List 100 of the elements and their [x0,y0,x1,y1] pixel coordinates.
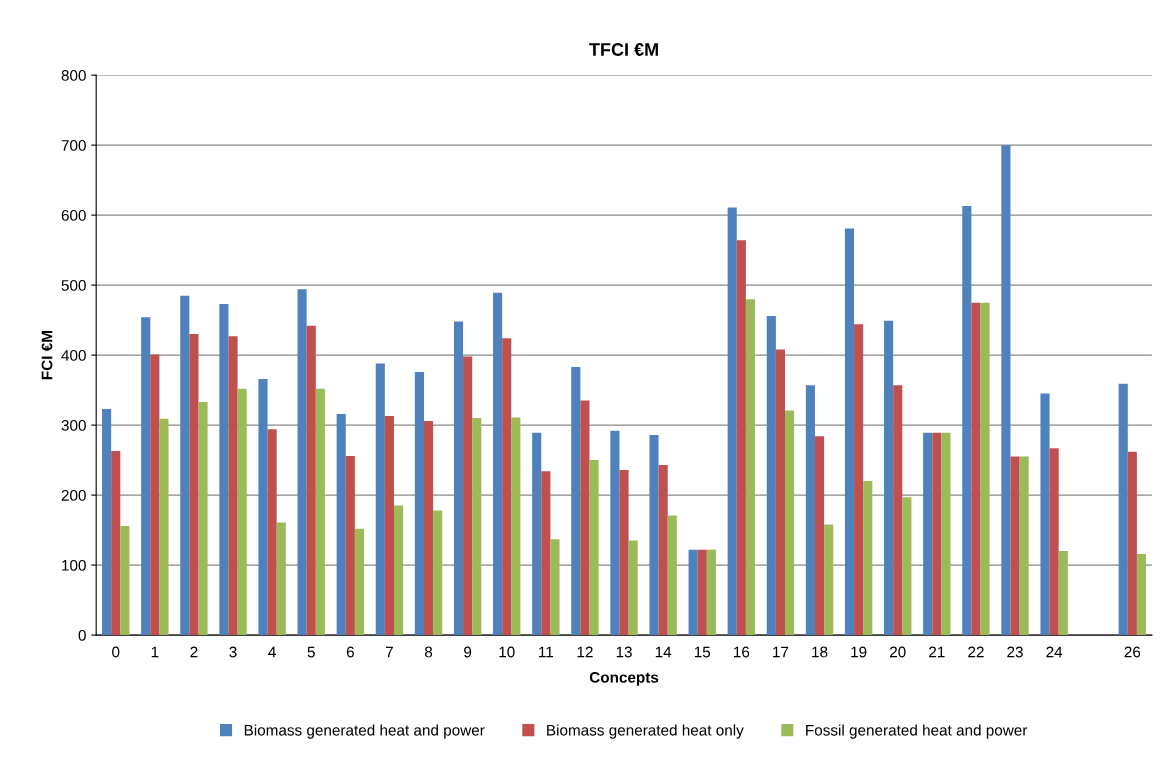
bar [237,388,247,636]
bar [511,417,521,636]
bar [394,505,404,636]
x-tick-label: 0 [112,646,120,658]
bar [980,302,990,636]
bar [706,549,716,636]
x-tick-label: 19 [851,646,867,658]
bar [345,455,355,636]
x-tick-label: 15 [694,646,711,658]
bar [1127,451,1137,636]
bar [111,451,121,636]
bar [1118,383,1128,636]
x-tick-label: 22 [968,646,984,658]
bar [628,540,638,636]
bar [189,334,199,636]
bar [384,416,394,636]
bar [1010,456,1020,636]
y-tick-label: 100 [62,559,86,571]
bar [745,299,756,636]
x-tick-label: 1 [151,646,159,658]
bar [502,338,512,636]
bar [571,367,581,636]
bar [180,295,190,636]
x-tick-label: 26 [1124,646,1141,658]
y-tick-label: 800 [61,70,86,81]
y-tick-label: 400 [61,349,86,361]
bar [884,320,894,636]
x-tick-label: 24 [1046,646,1063,658]
bar [550,539,560,636]
bar [375,363,385,636]
x-tick-label: 23 [1007,646,1023,658]
bar [727,207,737,636]
bar [354,528,365,636]
bar [785,410,795,636]
bar [463,356,473,636]
bar [1040,393,1050,636]
bar [541,471,551,636]
bar [102,409,112,636]
bar [472,418,482,636]
bar [854,324,864,636]
bar [697,549,707,636]
bar [941,432,951,636]
y-axis-title: FCI €M [41,331,53,380]
x-axis-title: Concepts [589,671,659,686]
chart-title: TFCI €M [589,43,658,56]
y-tick-label: 300 [61,419,86,431]
bar [902,497,912,636]
bar [493,292,503,636]
bar [610,430,620,636]
x-tick-label: 18 [812,646,828,658]
bar [1019,456,1029,636]
bar [814,436,825,636]
x-tick-label: 8 [424,646,433,658]
legend-label: Fossil generated heat and power [806,724,1028,739]
bar [932,432,942,636]
x-tick-label: 17 [773,646,789,658]
bar [141,317,151,636]
y-tick-label: 700 [61,140,86,151]
bar [1049,448,1059,636]
bar [306,325,316,636]
bar [198,402,208,636]
bar [423,420,434,636]
bar [228,336,238,636]
x-tick-label: 9 [464,646,472,658]
bar [667,515,677,636]
x-tick-label: 2 [190,646,198,658]
x-tick-label: 20 [890,646,906,658]
bar [923,432,933,636]
bar [258,378,268,636]
bar [580,400,590,636]
x-tick-label: 11 [539,646,554,658]
y-tick-label: 600 [61,210,86,221]
bar [589,460,599,636]
bar [276,522,286,636]
bar [414,371,424,636]
bar [619,469,629,636]
x-tick-label: 12 [577,646,593,658]
x-tick-label: 3 [229,646,237,658]
bar [433,510,443,636]
legend-label: Biomass generated heat and power [244,724,485,739]
x-tick-label: 4 [268,646,276,658]
bar [775,349,785,636]
bar [453,321,464,636]
bar [766,315,776,636]
bar [297,289,307,636]
bar [962,206,972,636]
bar [1136,553,1147,636]
bar [688,549,698,636]
bar [863,481,873,636]
bar [844,228,855,636]
bar [159,418,169,636]
x-tick-label: 16 [734,646,750,658]
bar [893,385,903,636]
bar [824,524,834,636]
bar [315,388,325,636]
x-tick-label: 10 [499,646,515,658]
legend-label: Biomass generated heat only [547,724,744,739]
bar [736,240,746,636]
bar [971,302,981,636]
x-tick-label: 14 [655,646,672,658]
